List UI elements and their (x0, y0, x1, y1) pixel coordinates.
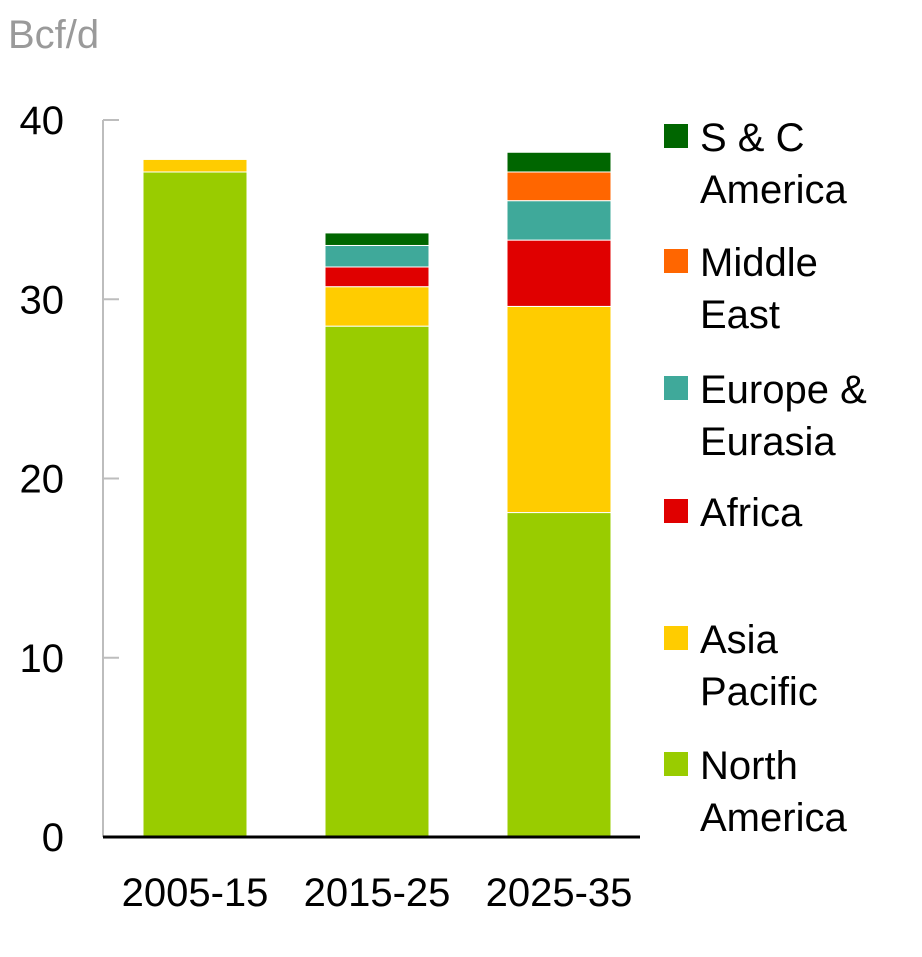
legend-label: S & C (700, 116, 804, 160)
x-tick-label: 2015-25 (304, 871, 451, 915)
y-axis: 0 10 20 30 40 (20, 99, 119, 860)
unit-label: Bcf/d (8, 13, 99, 57)
bar-segment (142, 171, 248, 838)
legend-label: Europe & (700, 368, 867, 412)
legend-item: Europe & Eurasia (664, 368, 867, 464)
y-tick-label: 10 (20, 637, 65, 681)
bar-segment (324, 232, 430, 246)
legend-swatch (664, 249, 688, 273)
bar-segment (506, 171, 612, 202)
y-tick-label: 30 (20, 278, 65, 322)
x-tick-label: 2025-35 (486, 871, 633, 915)
legend-swatch (664, 376, 688, 400)
x-axis: 2005-15 2015-25 2025-35 (103, 835, 640, 915)
bar-segment (506, 200, 612, 241)
bar-segment (506, 305, 612, 514)
bar-segment (506, 151, 612, 173)
y-tick-label: 0 (42, 816, 64, 860)
legend-label: Pacific (700, 670, 818, 714)
y-tick-label: 40 (20, 99, 65, 143)
legend-item: North America (664, 744, 847, 840)
bars (142, 151, 612, 838)
legend-label: Asia (700, 618, 779, 662)
legend-item: S & C America (664, 116, 847, 212)
legend-swatch (664, 499, 688, 523)
legend-label: East (700, 293, 780, 337)
legend-label: North (700, 744, 798, 788)
bar-segment (324, 266, 430, 288)
bar-segment (324, 244, 430, 268)
legend-item: Middle East (664, 241, 818, 337)
legend-item: Africa (664, 491, 803, 535)
bar-segment (324, 325, 430, 838)
legend-swatch (664, 626, 688, 650)
bar-segment (506, 239, 612, 307)
x-tick-label: 2005-15 (122, 871, 269, 915)
bar-segment (142, 158, 248, 173)
legend-label: America (700, 796, 847, 840)
legend-label: Africa (700, 491, 803, 535)
legend-swatch (664, 752, 688, 776)
legend-item: Asia Pacific (664, 618, 818, 714)
legend-label: Eurasia (700, 420, 836, 464)
bar-segment (506, 512, 612, 838)
bar-segment (324, 286, 430, 327)
y-tick-label: 20 (20, 458, 65, 502)
legend-swatch (664, 124, 688, 148)
legend: S & C America Middle East Europe & Eurasia Afr… (664, 116, 867, 840)
legend-label: America (700, 168, 847, 212)
legend-label: Middle (700, 241, 818, 285)
